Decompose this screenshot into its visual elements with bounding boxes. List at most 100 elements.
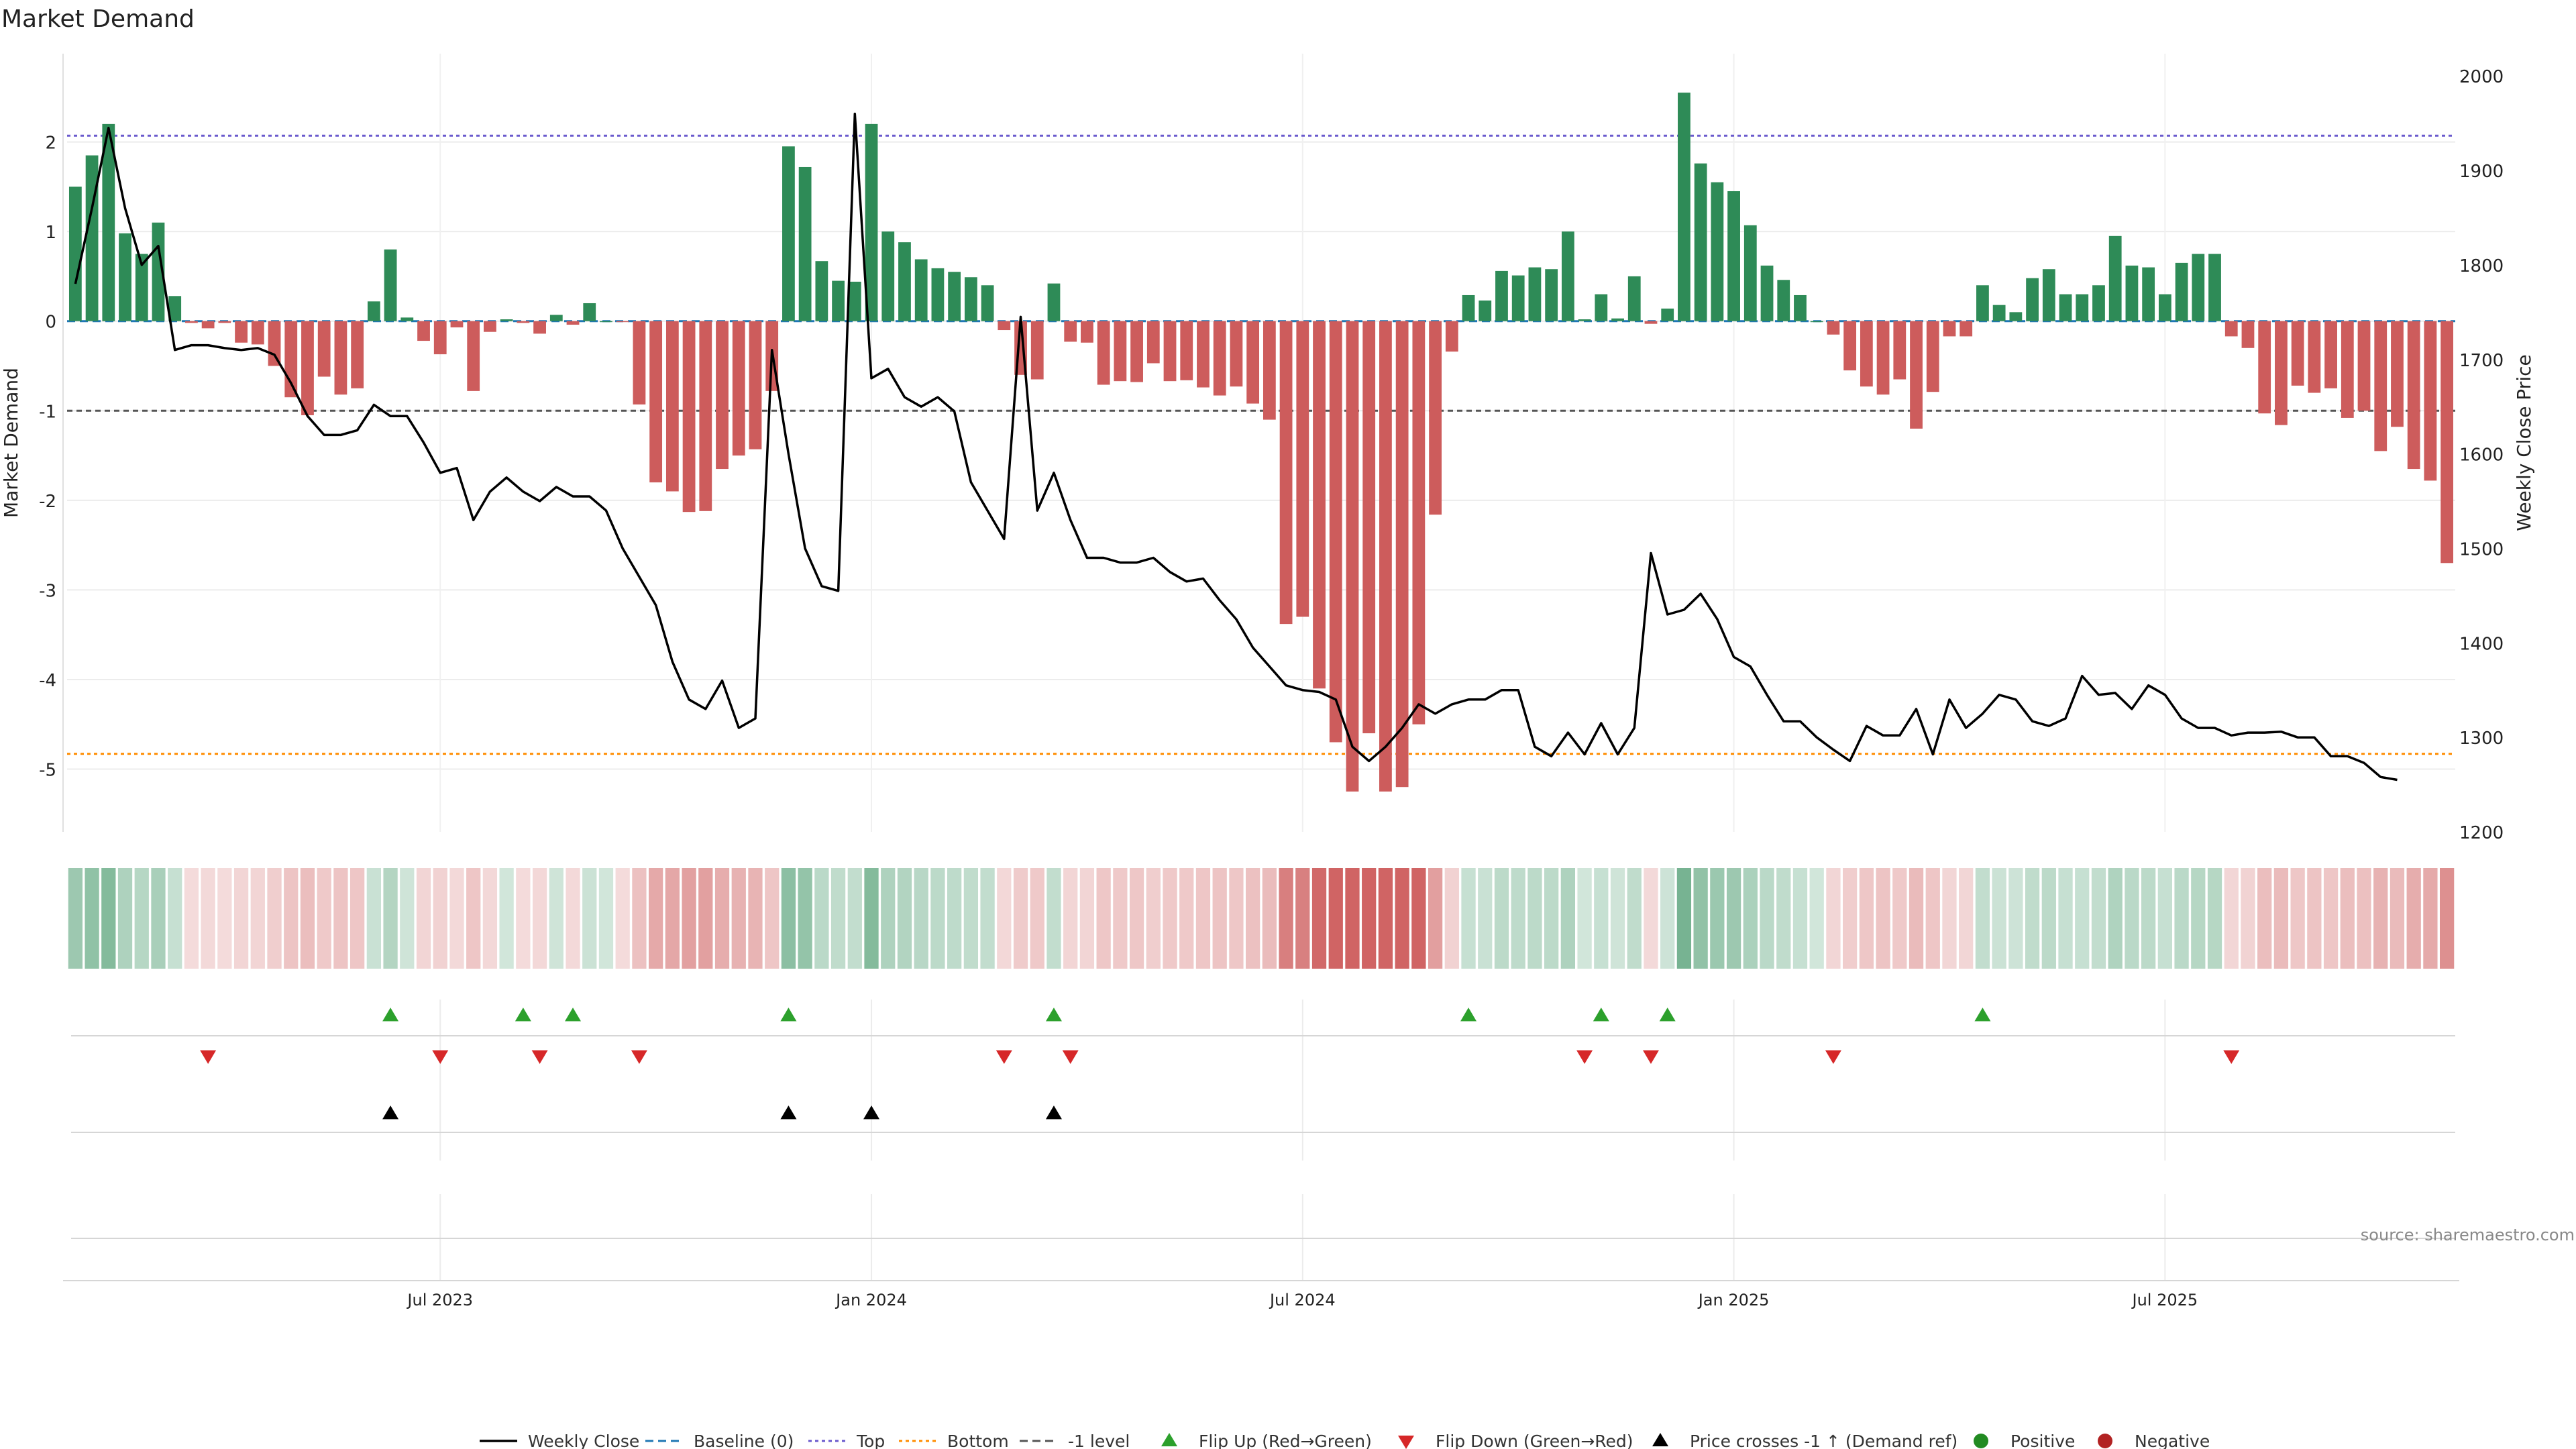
- heat-cell: [1859, 868, 1874, 969]
- flip-up-marker: [515, 1008, 531, 1022]
- demand-bar: [2142, 267, 2155, 321]
- heat-cell: [217, 868, 232, 969]
- heat-cell: [383, 868, 398, 969]
- heat-cell: [1560, 868, 1575, 969]
- right-tick-label: 1600: [2459, 445, 2504, 466]
- heat-cell: [582, 868, 597, 969]
- demand-bar: [317, 321, 331, 377]
- demand-bar: [2308, 321, 2321, 393]
- demand-bar: [1578, 319, 1591, 321]
- demand-bar: [2440, 321, 2454, 564]
- left-axis-label: Market Demand: [0, 368, 22, 518]
- heat-cell: [765, 868, 780, 969]
- demand-bar: [152, 222, 165, 321]
- demand-bar: [2125, 265, 2139, 321]
- heat-cell: [1395, 868, 1409, 969]
- demand-bar: [384, 249, 397, 321]
- heat-cell: [2423, 868, 2438, 969]
- heat-cell: [2058, 868, 2073, 969]
- heat-cell: [830, 868, 846, 969]
- legend-item: Flip Up (Red→Green): [1161, 1432, 1372, 1449]
- demand-bar: [1893, 321, 1907, 380]
- demand-bar: [2324, 321, 2337, 388]
- flip-up-marker: [1974, 1008, 1991, 1022]
- heat-cell: [1063, 868, 1078, 969]
- heat-cell: [1942, 868, 1957, 969]
- heat-cell: [532, 868, 547, 969]
- legend-label: Baseline (0): [694, 1432, 794, 1449]
- source-note: source: sharemaestro.com: [2361, 1226, 2575, 1244]
- left-tick-label: 2: [45, 133, 56, 154]
- demand-bar: [2009, 312, 2023, 321]
- heat-cell: [1279, 868, 1293, 969]
- demand-bar: [1429, 321, 1442, 515]
- left-tick-label: -5: [39, 761, 56, 781]
- heat-cell: [2323, 868, 2339, 969]
- demand-bar: [1395, 321, 1409, 788]
- left-axis: 2 1 0 -1 -2 -3 -4 -5: [39, 54, 64, 832]
- flip-up-marker: [780, 1008, 797, 1022]
- demand-bar: [1943, 321, 1956, 337]
- demand-bar: [1561, 231, 1574, 321]
- heat-cell: [2207, 868, 2222, 969]
- demand-bar: [68, 186, 82, 321]
- heat-cell: [449, 868, 464, 969]
- x-tick-label: Jul 2024: [1269, 1291, 1336, 1309]
- demand-bar: [1279, 321, 1293, 625]
- demand-bar: [1064, 321, 1077, 342]
- heat-cell: [615, 868, 630, 969]
- demand-bar: [633, 321, 646, 405]
- right-tick-label: 1200: [2459, 823, 2504, 843]
- right-tick-label: 1500: [2459, 539, 2504, 559]
- x-tick-label: Jan 2025: [1697, 1291, 1770, 1309]
- demand-bar: [1230, 321, 1243, 387]
- heat-cell: [1444, 868, 1459, 969]
- heat-cell: [2307, 868, 2322, 969]
- heat-cell: [632, 868, 647, 969]
- demand-bar: [1495, 270, 1508, 321]
- signal-markers: [71, 1008, 2455, 1239]
- demand-bar: [1081, 321, 1093, 343]
- demand-bar: [1379, 321, 1392, 792]
- heat-cell: [1925, 868, 1940, 969]
- demand-bar: [185, 321, 198, 323]
- heat-cell: [2075, 868, 2090, 969]
- price-cross-marker: [382, 1106, 399, 1120]
- heat-cell: [1129, 868, 1144, 969]
- legend-swatch: [1161, 1433, 1177, 1446]
- heat-cell: [2174, 868, 2189, 969]
- heat-cell: [997, 868, 1012, 969]
- demand-bar: [1130, 321, 1143, 382]
- demand-bar: [1960, 321, 1973, 337]
- x-tick-label: Jan 2024: [835, 1291, 907, 1309]
- heat-cell: [1676, 868, 1692, 969]
- demand-bar: [616, 321, 629, 323]
- legend-label: Positive: [2010, 1432, 2075, 1449]
- heat-cell: [1975, 868, 1990, 969]
- heat-cell: [731, 868, 746, 969]
- demand-bar: [1910, 321, 1923, 429]
- heat-cell: [1096, 868, 1111, 969]
- heat-cell: [1544, 868, 1559, 969]
- legend-item: Negative: [2098, 1432, 2210, 1449]
- heat-cell: [482, 868, 498, 969]
- legend-label: Flip Down (Green→Red): [1436, 1432, 1633, 1449]
- demand-bar: [2407, 321, 2420, 470]
- heat-cell: [1262, 868, 1277, 969]
- demand-bar: [1711, 182, 1724, 321]
- heat-cell: [1826, 868, 1841, 969]
- demand-bar: [334, 321, 347, 395]
- heat-cell: [2373, 868, 2388, 969]
- legend-label: -1 level: [1068, 1432, 1130, 1449]
- left-tick-label: 0: [45, 313, 56, 333]
- demand-bar: [2341, 321, 2354, 418]
- heat-cell: [2357, 868, 2371, 969]
- demand-bar: [301, 321, 314, 415]
- legend-label: Top: [856, 1432, 885, 1449]
- demand-bar: [2224, 321, 2238, 337]
- weekly-close-line: [74, 112, 2398, 782]
- heat-cell: [1229, 868, 1244, 969]
- heat-cell: [1726, 868, 1741, 969]
- demand-bar: [2357, 321, 2371, 411]
